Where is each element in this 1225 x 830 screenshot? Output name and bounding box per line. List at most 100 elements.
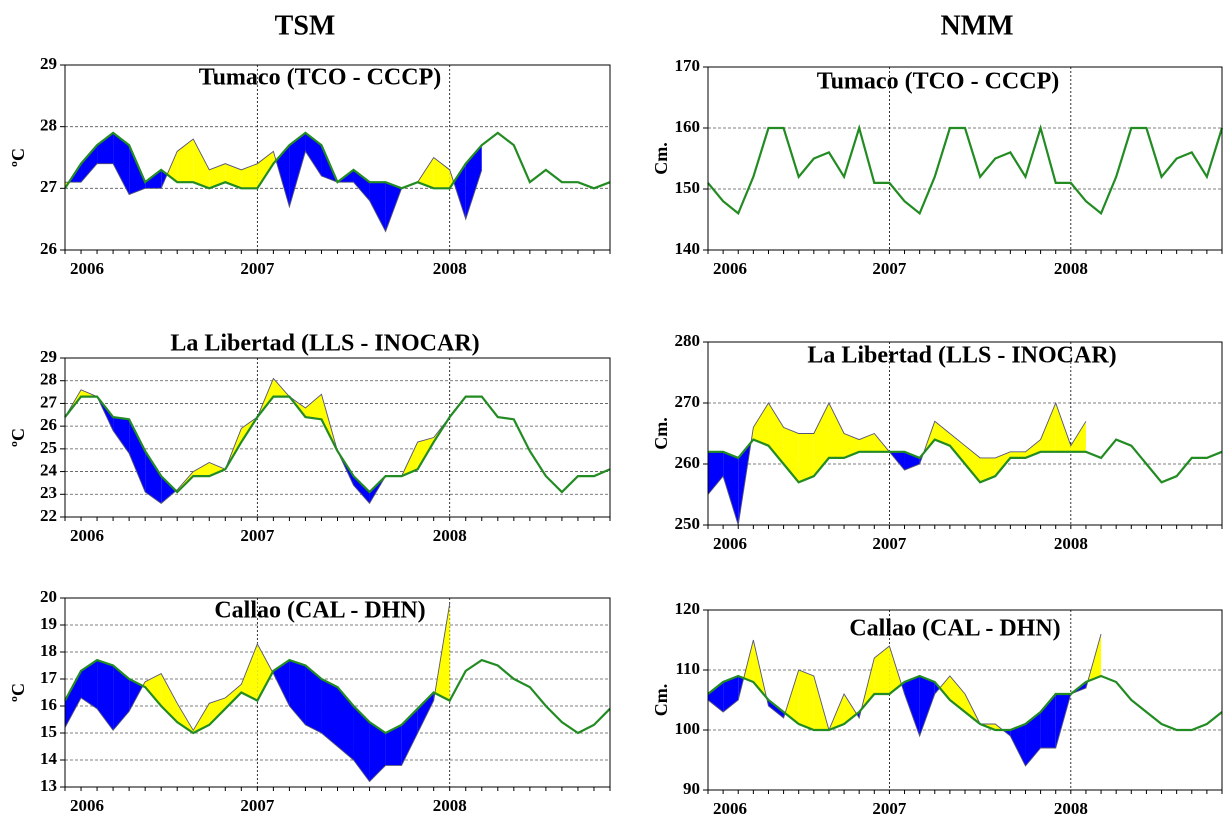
y-tick-label: 15 xyxy=(40,722,57,741)
y-tick-label: 110 xyxy=(675,659,700,678)
series-line xyxy=(707,633,1102,767)
anomaly-fill xyxy=(844,433,860,458)
y-tick-label: 160 xyxy=(675,117,701,136)
anomaly-fill xyxy=(1040,403,1056,452)
anomaly-fill xyxy=(81,145,98,183)
y-tick-label: 14 xyxy=(40,749,58,768)
anomaly-fill xyxy=(465,145,482,220)
anomaly-fill xyxy=(81,660,98,709)
column-title: TSM xyxy=(275,10,336,41)
anomaly-fill xyxy=(708,682,724,712)
x-tick-label: 2008 xyxy=(1054,799,1088,818)
anomaly-fill xyxy=(1010,451,1026,458)
anomaly-fill xyxy=(225,684,242,709)
anomaly-fill xyxy=(241,163,258,189)
anomaly-fill xyxy=(934,421,950,446)
anomaly-fill xyxy=(723,451,739,525)
anomaly-fill xyxy=(113,417,130,454)
panel-title: Tumaco (TCO - CCCP) xyxy=(817,69,1059,95)
anomaly-fill xyxy=(417,692,434,733)
plot-frame xyxy=(707,609,1223,791)
anomaly-fill xyxy=(129,419,146,493)
panel-title: La Libertad (LLS - INOCAR) xyxy=(170,331,479,357)
y-axis-label: Cm. xyxy=(651,417,671,450)
anomaly-fill xyxy=(449,169,454,189)
anomaly-fill xyxy=(113,665,130,731)
y-tick-label: 29 xyxy=(40,54,57,73)
plot-frame xyxy=(707,341,1223,526)
y-tick-label: 100 xyxy=(675,719,701,738)
x-tick-label: 2006 xyxy=(713,259,747,278)
panel-title: Callao (CAL - DHN) xyxy=(214,598,425,624)
x-tick-label: 2007 xyxy=(240,259,275,278)
plot-frame xyxy=(64,64,611,251)
anomaly-fill xyxy=(385,724,402,766)
y-tick-label: 260 xyxy=(675,453,701,472)
x-tick-label: 2008 xyxy=(1054,259,1088,278)
anomaly-fill xyxy=(889,646,902,694)
x-tick-label: 2008 xyxy=(433,259,467,278)
series-line xyxy=(708,438,1223,484)
y-tick-label: 26 xyxy=(40,415,57,434)
anomaly-fill xyxy=(980,457,996,483)
anomaly-fill xyxy=(337,687,354,760)
anomaly-fill xyxy=(785,670,799,724)
anomaly-fill xyxy=(257,151,274,189)
y-axis-label: Cm. xyxy=(651,142,671,175)
anomaly-fill xyxy=(1055,403,1071,452)
y-tick-label: 28 xyxy=(40,116,57,135)
panel-title: Callao (CAL - DHN) xyxy=(849,616,1060,642)
anomaly-fill xyxy=(919,676,935,736)
y-tick-label: 26 xyxy=(40,239,57,258)
anomaly-fill xyxy=(129,145,146,195)
anomaly-fill xyxy=(289,132,306,207)
anomaly-fill xyxy=(97,660,114,731)
x-tick-label: 2006 xyxy=(70,526,104,545)
x-tick-label: 2007 xyxy=(872,799,907,818)
anomaly-fill xyxy=(161,476,176,504)
anomaly-fill xyxy=(813,403,829,477)
y-tick-label: 90 xyxy=(683,779,700,798)
plot-frame xyxy=(707,66,1223,251)
anomaly-fill xyxy=(177,139,194,183)
y-tick-label: 150 xyxy=(675,178,701,197)
anomaly-fill xyxy=(1025,439,1041,458)
panel-title: La Libertad (LLS - INOCAR) xyxy=(807,343,1116,369)
anomaly-fill xyxy=(401,708,418,766)
anomaly-fill xyxy=(305,665,322,733)
anomaly-fill xyxy=(353,169,370,201)
anomaly-fill xyxy=(289,660,306,725)
series-line xyxy=(64,395,611,494)
anomaly-fill xyxy=(305,394,322,420)
series-line xyxy=(64,658,611,735)
y-tick-label: 13 xyxy=(40,776,57,795)
y-tick-label: 18 xyxy=(40,641,57,660)
anomaly-fill xyxy=(65,670,82,728)
y-tick-label: 19 xyxy=(40,614,57,633)
y-tick-label: 120 xyxy=(675,599,701,618)
anomaly-fill xyxy=(949,433,965,464)
x-tick-label: 2008 xyxy=(433,796,467,815)
series-line xyxy=(64,603,451,783)
y-tick-label: 27 xyxy=(40,392,58,411)
anomaly-fill xyxy=(113,132,130,195)
x-tick-label: 2008 xyxy=(433,526,467,545)
x-tick-label: 2006 xyxy=(713,799,747,818)
x-tick-label: 2007 xyxy=(240,796,275,815)
anomaly-fill xyxy=(225,163,242,189)
y-tick-label: 170 xyxy=(675,56,701,75)
anomaly-fill xyxy=(209,462,226,477)
anomaly-fill xyxy=(1070,421,1086,452)
y-tick-label: 270 xyxy=(675,392,701,411)
x-tick-label: 2007 xyxy=(872,534,907,553)
anomaly-fill xyxy=(305,132,322,176)
x-tick-label: 2008 xyxy=(1054,534,1088,553)
anomaly-fill xyxy=(369,182,386,232)
anomaly-fill xyxy=(209,697,226,725)
anomaly-fill xyxy=(385,182,402,232)
anomaly-fill xyxy=(417,157,434,189)
anomaly-fill xyxy=(193,139,210,189)
x-tick-label: 2007 xyxy=(872,259,907,278)
